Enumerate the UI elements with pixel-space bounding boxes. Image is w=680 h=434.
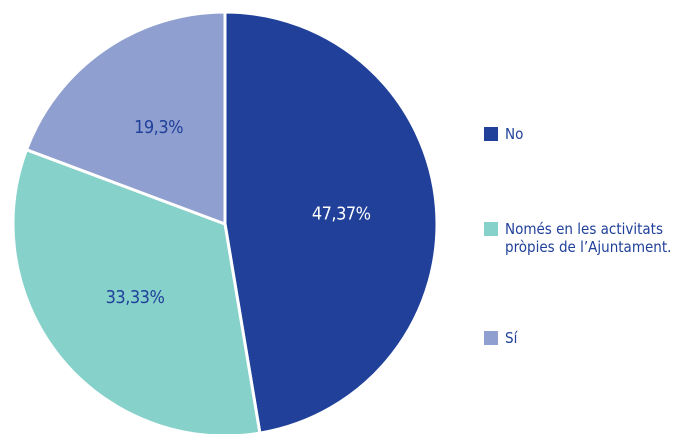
- legend-label: No: [505, 125, 524, 143]
- pie-slice: [223, 10, 439, 434]
- legend-item: Sí: [484, 329, 674, 347]
- legend-swatch: [484, 331, 498, 345]
- legend-item: No: [484, 125, 674, 143]
- legend-label: Sí: [505, 329, 518, 347]
- legend-swatch: [484, 127, 498, 141]
- data-label: 47,37%: [312, 203, 371, 224]
- pie-slice: [11, 147, 262, 434]
- data-label: 33,33%: [106, 287, 165, 308]
- legend-label: Només en les activitats pròpies de l’Aju…: [505, 220, 672, 256]
- pie-slice: [24, 10, 227, 227]
- legend-swatch: [484, 222, 498, 236]
- pie: 47,37% 33,33% 19,3%: [11, 10, 439, 434]
- data-label: 19,3%: [134, 117, 183, 138]
- legend-item: Només en les activitats pròpies de l’Aju…: [484, 220, 674, 256]
